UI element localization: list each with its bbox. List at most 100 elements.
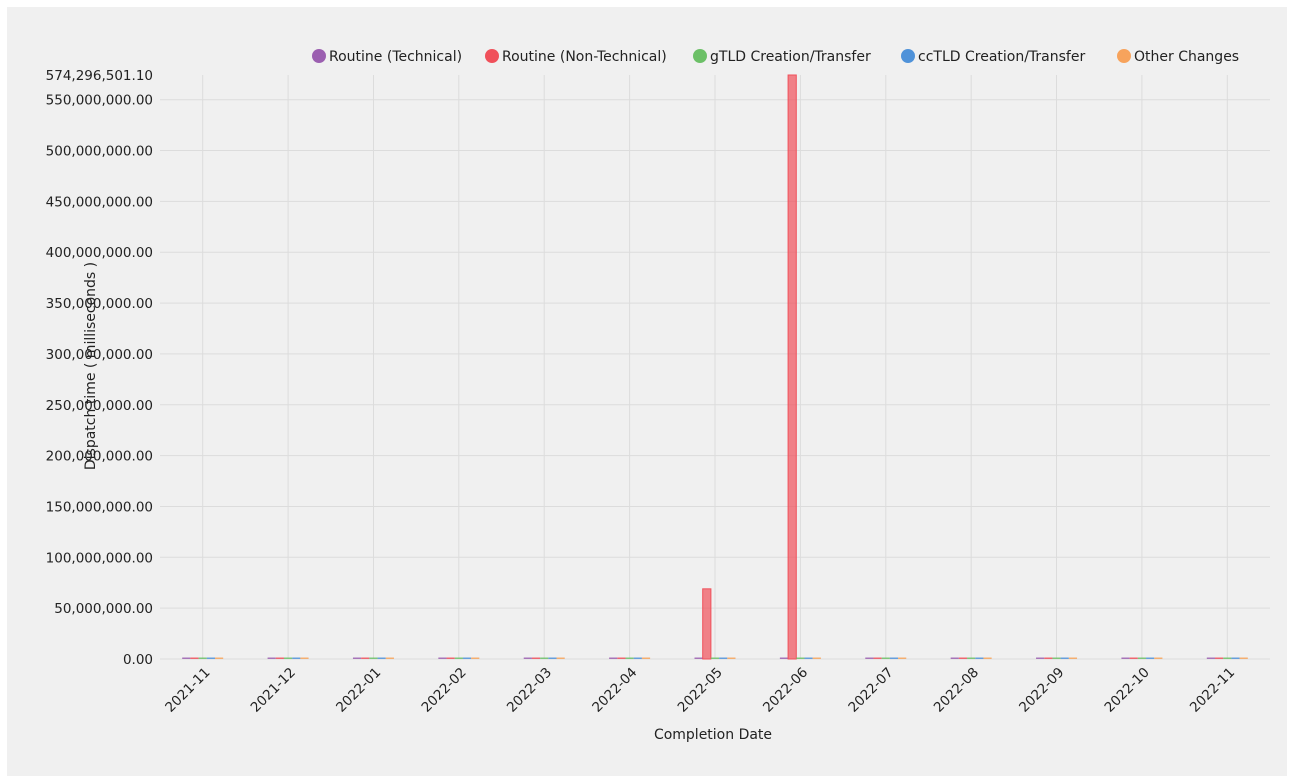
bar: [523, 657, 532, 659]
bar: [369, 657, 378, 659]
bar: [548, 657, 557, 659]
legend-marker: [312, 49, 326, 63]
x-tick-label: 2022-11: [1187, 665, 1238, 716]
legend-label: Other Changes: [1134, 49, 1239, 65]
bar: [462, 657, 472, 659]
bar: [719, 657, 728, 659]
y-tick-label: 50,000,000.00: [54, 601, 153, 617]
bar: [1239, 657, 1248, 659]
y-tick-label: 550,000,000.00: [46, 93, 153, 109]
x-tick-label: 2022-08: [931, 665, 982, 716]
bar: [1052, 657, 1061, 659]
bar: [531, 657, 541, 659]
bar: [625, 657, 634, 659]
bar: [446, 657, 455, 659]
bar: [190, 657, 199, 659]
bar: [787, 74, 797, 660]
x-tick-label: 2021-12: [248, 665, 299, 716]
bar: [385, 657, 394, 659]
legend-marker: [1117, 49, 1131, 63]
legend-item[interactable]: ccTLD Creation/Transfer: [901, 49, 1085, 65]
bar: [1044, 657, 1053, 659]
bar: [1146, 657, 1155, 659]
bar: [727, 657, 736, 659]
bar: [881, 657, 890, 659]
x-tick-label: 2022-04: [589, 665, 640, 716]
bar: [283, 657, 293, 659]
bar: [958, 657, 968, 659]
bar: [865, 657, 874, 659]
bar: [812, 657, 821, 659]
bar: [779, 657, 789, 659]
bar: [352, 657, 362, 659]
x-axis: 2021-11 2021-12 2022-01 2022-02 2022-03 2022-…: [162, 665, 1238, 716]
legend-item[interactable]: Routine (Technical): [312, 49, 462, 65]
legend-label: Routine (Technical): [329, 49, 462, 65]
bar: [182, 657, 191, 659]
bar: [1215, 657, 1224, 659]
bar: [710, 657, 720, 659]
legend-marker: [485, 49, 499, 63]
bar: [1129, 657, 1138, 659]
bar: [983, 657, 992, 659]
legend: Routine (Technical) Routine (Non-Technica…: [312, 49, 1239, 65]
y-tick-label: 250,000,000.00: [46, 398, 153, 414]
bar: [702, 588, 712, 660]
bar: [214, 657, 224, 659]
bar: [556, 657, 565, 659]
bar: [617, 657, 626, 659]
y-tick-label: 100,000,000.00: [46, 550, 153, 566]
x-tick-label: 2022-03: [504, 665, 555, 716]
bar: [641, 657, 651, 659]
x-tick-label: 2022-09: [1016, 665, 1067, 716]
bar: [796, 657, 805, 659]
legend-marker: [693, 49, 707, 63]
bar: [950, 657, 959, 659]
y-tick-label: 400,000,000.00: [46, 245, 153, 261]
legend-label: gTLD Creation/Transfer: [710, 49, 871, 65]
legend-item[interactable]: gTLD Creation/Transfer: [693, 49, 871, 65]
grid-lines: [160, 75, 1270, 660]
bar: [1060, 657, 1069, 659]
bar: [1223, 657, 1232, 659]
bar: [361, 657, 370, 659]
bar: [540, 657, 549, 659]
legend-item[interactable]: Routine (Non-Technical): [485, 49, 667, 65]
bar: [898, 657, 907, 659]
y-tick-label: 450,000,000.00: [46, 194, 153, 210]
y-tick-label: 500,000,000.00: [46, 144, 153, 160]
bar: [694, 657, 703, 659]
bar: [1068, 657, 1078, 659]
y-tick-label: 0.00: [123, 652, 153, 668]
bar: [275, 657, 284, 659]
bar: [804, 657, 813, 659]
chart-panel: [7, 7, 1287, 776]
bar: [889, 657, 899, 659]
bar: [1137, 657, 1147, 659]
bar: [1121, 657, 1130, 659]
bar: [454, 657, 463, 659]
bar: [1036, 657, 1045, 659]
bar: [267, 657, 276, 659]
x-tick-label: 2021-11: [162, 665, 213, 716]
bar: [300, 657, 309, 659]
bar: [1206, 657, 1216, 659]
legend-marker: [901, 49, 915, 63]
y-tick-label: 200,000,000.00: [46, 449, 153, 465]
bar: [1231, 657, 1240, 659]
bar: [198, 657, 207, 659]
y-tick-label: 574,296,501.10: [46, 68, 153, 84]
bar: [377, 657, 386, 659]
bar: [1154, 657, 1163, 659]
x-tick-label: 2022-06: [760, 665, 811, 716]
bar: [633, 657, 642, 659]
bar: [967, 657, 976, 659]
bar: [609, 657, 618, 659]
y-axis: 0.00 50,000,000.00 100,000,000.00 150,000,0…: [46, 68, 153, 668]
legend-item[interactable]: Other Changes: [1117, 49, 1239, 65]
x-tick-label: 2022-10: [1102, 665, 1153, 716]
bar: [206, 657, 215, 659]
y-tick-label: 350,000,000.00: [46, 296, 153, 312]
y-axis-title: Dispatch time ( milliseconds ): [83, 262, 99, 470]
